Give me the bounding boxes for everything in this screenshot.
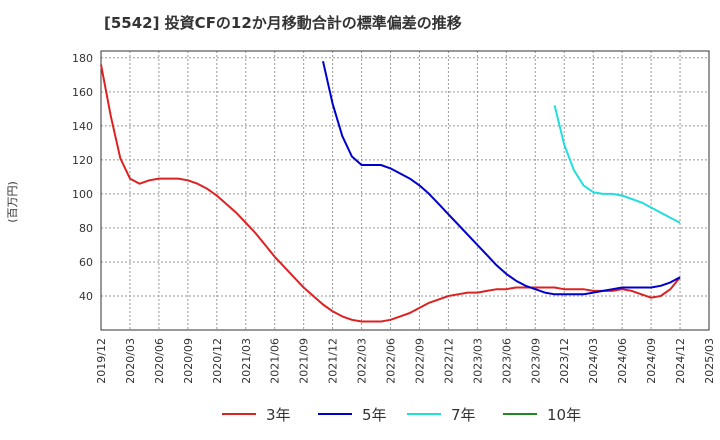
- legend-label-2: 5年: [362, 406, 387, 424]
- x-tick-label: 2022/03: [356, 338, 369, 384]
- x-tick-label: 2020/09: [182, 338, 195, 384]
- y-tick-label: 60: [79, 256, 93, 269]
- y-tick-label: 180: [72, 52, 93, 65]
- series-line-1: [100, 64, 681, 323]
- plot-area-frame: [100, 50, 710, 331]
- x-tick-label: 2021/12: [327, 338, 340, 384]
- x-tick-label: 2020/03: [124, 338, 137, 384]
- y-tick-label: 100: [72, 188, 93, 201]
- x-tick-label: 2024/03: [587, 338, 600, 384]
- x-tick-label: 2024/09: [645, 338, 658, 384]
- x-tick-label: 2024/12: [674, 338, 687, 384]
- series-layer: [100, 60, 681, 323]
- x-tick-label: 2023/12: [558, 338, 571, 384]
- x-tick-label: 2020/12: [211, 338, 224, 384]
- y-tick-label: 80: [79, 222, 93, 235]
- legend: 3年 5年 7年 10年: [222, 406, 581, 424]
- series-line-2: [322, 60, 681, 296]
- x-tick-label: 2021/09: [298, 338, 311, 384]
- x-tick-label: 2023/06: [500, 338, 513, 384]
- x-tick-label: 2023/03: [471, 338, 484, 384]
- x-tick-label: 2020/06: [153, 338, 166, 384]
- y-tick-label: 140: [72, 120, 93, 133]
- legend-label-1: 3年: [266, 406, 291, 424]
- x-tick-label: 2022/09: [413, 338, 426, 384]
- x-tick-label: 2022/12: [442, 338, 455, 384]
- y-axis-label: (百万円): [6, 181, 19, 223]
- x-tick-label: 2021/03: [240, 338, 253, 384]
- x-tick-label: 2025/03: [703, 338, 716, 384]
- grid-layer: [101, 51, 709, 330]
- y-tick-label: 160: [72, 86, 93, 99]
- chart-title: [5542] 投資CFの12か月移動合計の標準偏差の推移: [104, 14, 462, 32]
- legend-label-4: 10年: [547, 406, 581, 424]
- x-tick-label: 2022/06: [385, 338, 398, 384]
- series-line-3: [553, 105, 681, 224]
- y-tick-label: 120: [72, 154, 93, 167]
- tick-labels: 2019/12 2020/03 2020/06 2020/09 2020/12 2021/…: [72, 52, 716, 384]
- x-tick-label: 2023/09: [529, 338, 542, 384]
- x-tick-label: 2019/12: [95, 338, 108, 384]
- y-tick-label: 40: [79, 290, 93, 303]
- x-tick-label: 2024/06: [616, 338, 629, 384]
- x-tick-label: 2021/06: [269, 338, 282, 384]
- legend-label-3: 7年: [451, 406, 476, 424]
